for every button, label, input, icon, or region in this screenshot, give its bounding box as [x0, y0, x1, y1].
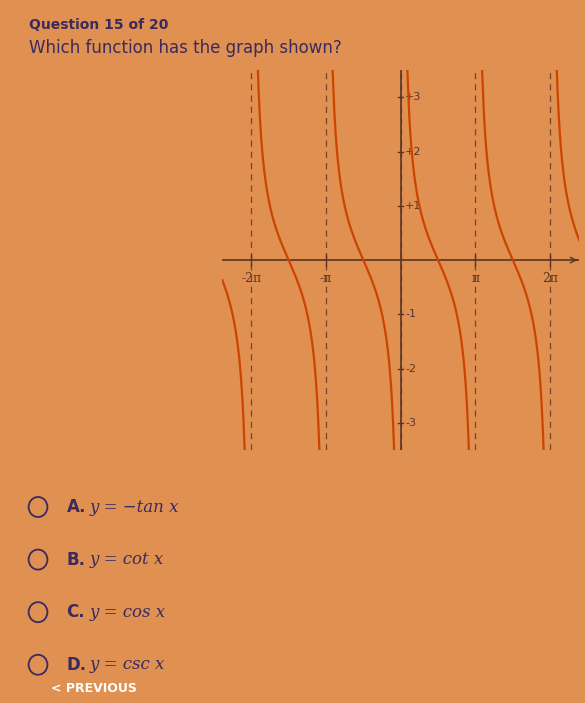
Text: +3: +3 — [405, 92, 421, 103]
Text: A.: A. — [67, 498, 86, 516]
Text: +2: +2 — [405, 147, 422, 157]
Text: y = cos x: y = cos x — [90, 604, 166, 621]
Text: π: π — [472, 272, 480, 285]
Text: D.: D. — [67, 656, 87, 673]
Text: C.: C. — [67, 603, 85, 621]
Text: y = csc x: y = csc x — [90, 657, 165, 673]
Text: y = cot x: y = cot x — [90, 551, 164, 568]
Text: 2π: 2π — [542, 272, 558, 285]
Text: -3: -3 — [405, 418, 416, 428]
Text: -1: -1 — [405, 309, 416, 319]
Text: -2π: -2π — [241, 272, 261, 285]
Text: -π: -π — [320, 272, 332, 285]
Text: B.: B. — [67, 550, 85, 569]
Text: -2: -2 — [405, 363, 416, 373]
Text: +1: +1 — [405, 201, 421, 211]
Text: < PREVIOUS: < PREVIOUS — [51, 683, 136, 695]
Text: Which function has the graph shown?: Which function has the graph shown? — [29, 39, 342, 57]
Text: y = −tan x: y = −tan x — [90, 498, 179, 515]
Text: Question 15 of 20: Question 15 of 20 — [29, 18, 168, 32]
